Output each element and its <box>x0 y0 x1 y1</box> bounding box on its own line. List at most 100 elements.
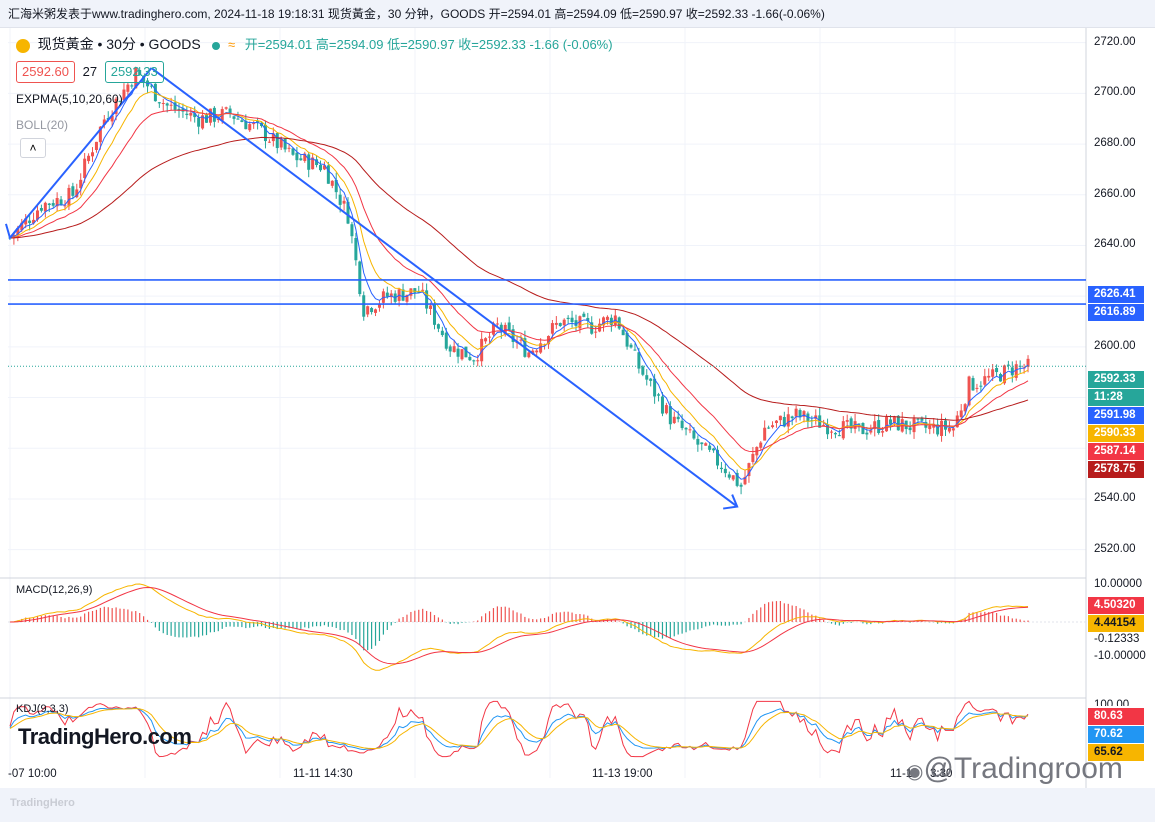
candle-body <box>829 431 833 433</box>
kdj-label[interactable]: KDJ(9,3,3) <box>16 703 69 715</box>
candle-body <box>869 430 873 433</box>
candle-body <box>51 203 55 206</box>
candle-body <box>425 290 429 309</box>
candle-body <box>197 117 201 127</box>
candle-body <box>67 187 71 207</box>
candle-body <box>578 316 582 329</box>
candle-body <box>861 423 865 435</box>
ohlc-values: 开=2594.01 高=2594.09 低=2590.97 收=2592.33 … <box>244 37 613 52</box>
ema20-tag: 2587.14 <box>1088 443 1144 460</box>
candle-body <box>256 120 260 123</box>
candle-body <box>488 336 492 338</box>
candle-body <box>535 350 539 353</box>
sell-button[interactable]: 2592.60 <box>16 61 75 83</box>
candle-body <box>94 141 98 150</box>
candle-body <box>940 420 944 436</box>
candle-body <box>539 343 543 353</box>
candle-body <box>798 410 802 418</box>
candle-body <box>232 116 236 119</box>
price-axis-label: 2540.00 <box>1094 491 1136 504</box>
candle-body <box>892 416 896 423</box>
expma-label[interactable]: EXPMA(5,10,20,60) <box>16 92 123 106</box>
candle-body <box>951 428 955 431</box>
candle-body <box>684 427 688 430</box>
kdj-axis-label: 100.00 <box>1094 699 1130 706</box>
symbol-circle-icon <box>16 38 30 53</box>
candle-body <box>645 375 649 380</box>
candle-body <box>1018 365 1022 367</box>
macd-tag-2: 4.44154 <box>1088 615 1144 632</box>
candle-body <box>102 119 106 125</box>
candle-body <box>743 476 747 485</box>
candle-body <box>719 467 723 470</box>
candle-body <box>841 421 845 439</box>
candle-body <box>350 224 354 237</box>
symbol-title[interactable]: 现货黃金 • 30分 • GOODS <box>37 36 201 52</box>
candle-body <box>963 404 967 412</box>
candle-body <box>385 292 389 297</box>
bottom-watermark: TradingHero <box>10 797 75 809</box>
candle-body <box>326 165 330 184</box>
candle-body <box>794 408 798 417</box>
candle-body <box>114 98 118 114</box>
wave-icon: ≈ <box>227 37 236 52</box>
macd-label[interactable]: MACD(12,26,9) <box>16 584 93 596</box>
candle-body <box>983 376 987 385</box>
tradingroom-watermark: ◉@Tradingroom <box>906 752 1123 785</box>
candle-body <box>767 427 771 429</box>
candle-body <box>311 157 315 170</box>
candle-body <box>130 85 134 87</box>
candle-body <box>452 346 456 352</box>
candle-body <box>436 324 440 329</box>
candle-body <box>857 423 861 425</box>
collapse-legend-button[interactable]: ˄ <box>20 138 46 158</box>
buy-button[interactable]: 2592.33 <box>104 61 164 83</box>
candle-body <box>161 103 165 105</box>
candle-body <box>338 194 342 205</box>
legend-row: 现货黃金 • 30分 • GOODS ≈ 开=2594.01 高=2594.09… <box>16 34 613 54</box>
candle-body <box>236 118 240 120</box>
price-axis-label: 2700.00 <box>1094 86 1136 99</box>
candle-body <box>468 356 472 361</box>
candle-body <box>283 138 287 150</box>
candle-body <box>460 349 464 360</box>
candle-body <box>558 323 562 326</box>
price-axis-label: 2720.00 <box>1094 35 1136 48</box>
candle-body <box>440 330 444 336</box>
candle-body <box>252 122 256 125</box>
candle-body <box>24 218 28 225</box>
candle-body <box>334 179 338 193</box>
candle-body <box>562 319 566 326</box>
candle-body <box>47 203 51 206</box>
candle-body <box>63 205 67 207</box>
candle-body <box>708 445 712 450</box>
candle-body <box>987 375 991 378</box>
countdown-tag: 11:28 <box>1088 389 1144 406</box>
trend-line <box>9 67 153 239</box>
time-axis-label: -07 10:00 <box>8 768 57 780</box>
candle-body <box>995 367 999 373</box>
candle-body <box>275 133 279 149</box>
candle-body <box>98 126 102 143</box>
time-axis-label: 11-1 <box>890 768 913 780</box>
candle-body <box>877 419 881 434</box>
candle-body <box>625 332 629 347</box>
candle-body <box>928 425 932 430</box>
candle-body <box>464 346 468 358</box>
trend-arrow-head <box>723 494 739 510</box>
macd-tag-1: 4.50320 <box>1088 597 1144 614</box>
candle-body <box>432 303 436 325</box>
market-status-dot-icon <box>212 41 221 50</box>
boll-label[interactable]: BOLL(20) <box>16 118 69 132</box>
candle-body <box>672 416 676 424</box>
candle-body <box>279 139 283 148</box>
candle-body <box>315 159 319 166</box>
candle-body <box>723 468 727 474</box>
kdj-d-line <box>9 708 1029 749</box>
candle-body <box>16 228 20 236</box>
candle-body <box>727 474 731 478</box>
chevron-up-icon: ˄ <box>29 141 37 155</box>
chart-canvas[interactable] <box>0 28 1155 788</box>
candle-body <box>173 102 177 110</box>
candle-body <box>668 406 672 425</box>
